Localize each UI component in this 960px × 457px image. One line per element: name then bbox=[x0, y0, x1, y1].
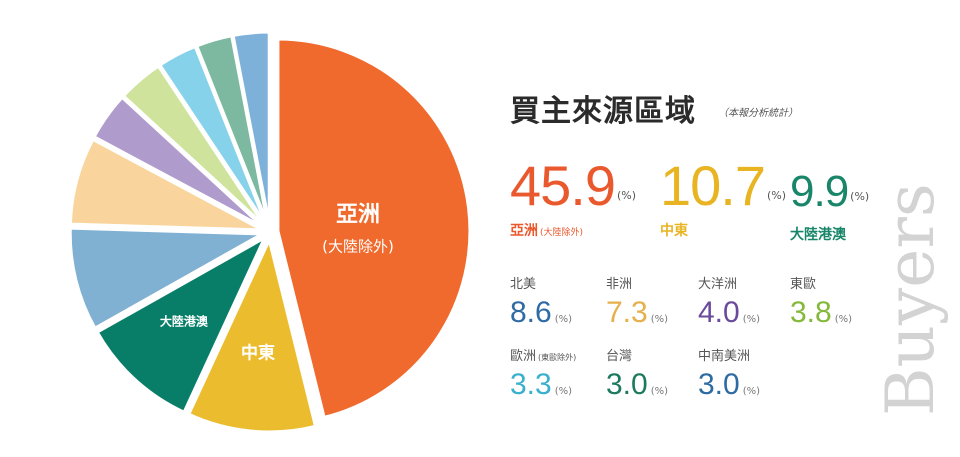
watermark-text: Buyers bbox=[872, 183, 949, 416]
pie-slice bbox=[95, 234, 268, 415]
highlight-label-text: 亞洲 bbox=[510, 223, 538, 239]
highlight-sublabel: (大陸除外) bbox=[540, 228, 584, 238]
region-label: 中南美洲 bbox=[698, 349, 751, 364]
percent-unit: (%) bbox=[554, 386, 573, 397]
region-item: 歐洲 (東歐除外) 3.3 (%) bbox=[510, 345, 576, 400]
highlight-label-text: 中東 bbox=[660, 223, 688, 239]
percent-unit: (%) bbox=[850, 190, 870, 203]
percent-unit: (%) bbox=[650, 386, 669, 397]
pie-slice bbox=[68, 137, 263, 232]
highlight-label: 亞洲 (大陸除外) bbox=[510, 220, 636, 240]
region-label: 非洲 bbox=[606, 277, 633, 292]
highlight-value: 9.9 bbox=[790, 167, 849, 216]
region-value: 3.0 bbox=[606, 368, 648, 401]
region-value: 3.3 bbox=[510, 368, 552, 401]
region-label-text: 歐洲 bbox=[510, 349, 537, 364]
region-item: 台灣 3.0 (%) bbox=[606, 345, 668, 400]
region-value: 7.3 bbox=[606, 296, 648, 329]
slice-label: 中東 bbox=[241, 342, 275, 363]
highlight-label: 中東 bbox=[660, 220, 786, 240]
highlight-value: 45.9 bbox=[510, 154, 616, 217]
region-item: 東歐 3.8 (%) bbox=[790, 273, 852, 328]
slice-sublabel: (大陸除外) bbox=[322, 237, 394, 255]
percent-unit: (%) bbox=[834, 314, 853, 325]
highlight-value: 10.7 bbox=[660, 154, 766, 217]
region-label: 歐洲 (東歐除外) bbox=[510, 345, 576, 364]
region-value: 4.0 bbox=[698, 296, 740, 329]
pie-slice bbox=[276, 37, 472, 420]
region-label: 東歐 bbox=[790, 277, 817, 292]
region-item: 非洲 7.3 (%) bbox=[606, 273, 668, 328]
pie-slice bbox=[231, 30, 271, 225]
chart-subtitle: （本報分析統計） bbox=[718, 108, 798, 119]
pie-slice bbox=[194, 34, 270, 225]
pie-slice bbox=[186, 235, 318, 434]
region-item: 北美 8.6 (%) bbox=[510, 273, 572, 328]
slice-label: 亞洲 bbox=[336, 202, 380, 227]
slice-label: 大陸港澳 bbox=[160, 313, 209, 328]
percent-unit: (%) bbox=[617, 189, 637, 202]
region-value: 8.6 bbox=[510, 296, 552, 329]
region-sublabel: (東歐除外) bbox=[538, 353, 577, 362]
region-label: 台灣 bbox=[606, 349, 633, 364]
pie-slice bbox=[157, 44, 268, 226]
percent-unit: (%) bbox=[767, 189, 787, 202]
highlight-china: 9.9 (%) 大陸港澳 bbox=[790, 170, 869, 244]
chart-title: 買主來源區域 bbox=[510, 94, 696, 129]
percent-unit: (%) bbox=[742, 314, 761, 325]
pie-slice bbox=[121, 64, 267, 228]
region-label: 大洋洲 bbox=[698, 277, 738, 292]
percent-unit: (%) bbox=[742, 386, 761, 397]
region-value: 3.8 bbox=[790, 296, 832, 329]
pie-slice bbox=[68, 226, 268, 331]
region-item: 大洋洲 4.0 (%) bbox=[698, 273, 760, 328]
percent-unit: (%) bbox=[554, 314, 573, 325]
region-item: 中南美洲 3.0 (%) bbox=[698, 345, 760, 400]
region-label: 北美 bbox=[510, 277, 537, 292]
highlight-middle-east: 10.7 (%) 中東 bbox=[660, 158, 786, 240]
highlight-label: 大陸港澳 bbox=[790, 224, 869, 244]
pie-chart: 亞洲 (大陸除外) 中東 大陸港澳 bbox=[68, 30, 472, 434]
highlight-asia: 45.9 (%) 亞洲 (大陸除外) bbox=[510, 158, 636, 240]
region-value: 3.0 bbox=[698, 368, 740, 401]
percent-unit: (%) bbox=[650, 314, 669, 325]
pie-slice bbox=[92, 95, 265, 229]
highlight-label-text: 大陸港澳 bbox=[790, 227, 846, 243]
